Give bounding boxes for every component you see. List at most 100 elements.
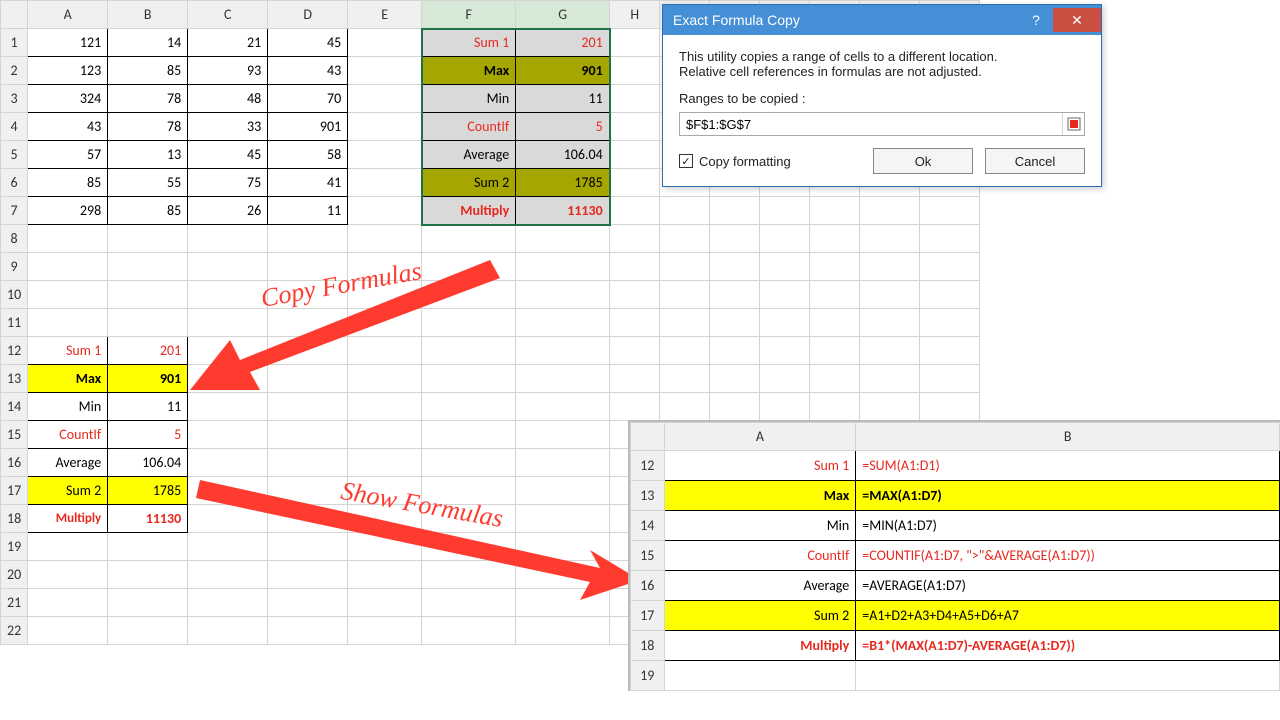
inset-col-B[interactable]: B [856, 423, 1280, 451]
cell-D4[interactable]: 901 [268, 113, 348, 141]
cell-B6[interactable]: 55 [108, 169, 188, 197]
cell-H8[interactable] [610, 225, 660, 253]
row-header-18[interactable]: 18 [1, 505, 28, 533]
cell-H12[interactable] [610, 337, 660, 365]
cell-L8[interactable] [810, 225, 860, 253]
cell-H14[interactable] [610, 393, 660, 421]
cell-C6[interactable]: 75 [188, 169, 268, 197]
row-header-11[interactable]: 11 [1, 309, 28, 337]
cell-B15[interactable]: 5 [108, 421, 188, 449]
col-header-C[interactable]: C [188, 1, 268, 29]
inset-row-19[interactable]: 19 [631, 661, 665, 691]
cell-E5[interactable] [348, 141, 422, 169]
cell-I8[interactable] [660, 225, 710, 253]
cell-G7[interactable]: 11130 [516, 197, 610, 225]
cell-I12[interactable] [660, 337, 710, 365]
cell-I9[interactable] [660, 253, 710, 281]
cell-D6[interactable]: 41 [268, 169, 348, 197]
row-header-16[interactable]: 16 [1, 449, 28, 477]
cell-N8[interactable] [920, 225, 980, 253]
cell-G10[interactable] [516, 281, 610, 309]
cell-L10[interactable] [810, 281, 860, 309]
cell-K14[interactable] [760, 393, 810, 421]
cell-N10[interactable] [920, 281, 980, 309]
inset-cell-A13[interactable]: Max [664, 481, 856, 511]
cell-H2[interactable] [610, 57, 660, 85]
cell-G9[interactable] [516, 253, 610, 281]
cell-A6[interactable]: 85 [28, 169, 108, 197]
cell-F15[interactable] [422, 421, 516, 449]
col-header-A[interactable]: A [28, 1, 108, 29]
row-header-3[interactable]: 3 [1, 85, 28, 113]
cell-C3[interactable]: 48 [188, 85, 268, 113]
select-all-corner[interactable] [1, 1, 28, 29]
cell-B22[interactable] [108, 617, 188, 645]
cell-K7[interactable] [760, 197, 810, 225]
row-header-21[interactable]: 21 [1, 589, 28, 617]
cell-N9[interactable] [920, 253, 980, 281]
cell-N13[interactable] [920, 365, 980, 393]
row-header-7[interactable]: 7 [1, 197, 28, 225]
inset-cell-A17[interactable]: Sum 2 [664, 601, 856, 631]
cell-D7[interactable]: 11 [268, 197, 348, 225]
cell-G13[interactable] [516, 365, 610, 393]
inset-row-18[interactable]: 18 [631, 631, 665, 661]
cell-H9[interactable] [610, 253, 660, 281]
cell-A9[interactable] [28, 253, 108, 281]
cell-H13[interactable] [610, 365, 660, 393]
cell-M10[interactable] [860, 281, 920, 309]
inset-cell-A16[interactable]: Average [664, 571, 856, 601]
cell-B4[interactable]: 78 [108, 113, 188, 141]
cell-G12[interactable] [516, 337, 610, 365]
inset-row-16[interactable]: 16 [631, 571, 665, 601]
row-header-10[interactable]: 10 [1, 281, 28, 309]
cell-E1[interactable] [348, 29, 422, 57]
cell-D2[interactable]: 43 [268, 57, 348, 85]
cell-H5[interactable] [610, 141, 660, 169]
cell-B1[interactable]: 14 [108, 29, 188, 57]
cell-H3[interactable] [610, 85, 660, 113]
cell-B2[interactable]: 85 [108, 57, 188, 85]
cell-L9[interactable] [810, 253, 860, 281]
inset-cell-B17[interactable]: =A1+D2+A3+D4+A5+D6+A7 [856, 601, 1280, 631]
cell-C22[interactable] [188, 617, 268, 645]
cell-G11[interactable] [516, 309, 610, 337]
cell-E2[interactable] [348, 57, 422, 85]
cell-F22[interactable] [422, 617, 516, 645]
cell-N7[interactable] [920, 197, 980, 225]
cell-C5[interactable]: 45 [188, 141, 268, 169]
cell-B16[interactable]: 106.04 [108, 449, 188, 477]
inset-cell-A18[interactable]: Multiply [664, 631, 856, 661]
cell-B20[interactable] [108, 561, 188, 589]
cell-K11[interactable] [760, 309, 810, 337]
cell-L11[interactable] [810, 309, 860, 337]
inset-cell-B12[interactable]: =SUM(A1:D1) [856, 451, 1280, 481]
cell-K10[interactable] [760, 281, 810, 309]
inset-cell-B14[interactable]: =MIN(A1:D7) [856, 511, 1280, 541]
inset-row-17[interactable]: 17 [631, 601, 665, 631]
cell-N12[interactable] [920, 337, 980, 365]
cell-E3[interactable] [348, 85, 422, 113]
cell-A21[interactable] [28, 589, 108, 617]
cell-B8[interactable] [108, 225, 188, 253]
cell-I13[interactable] [660, 365, 710, 393]
range-input[interactable] [680, 117, 1062, 132]
cell-H10[interactable] [610, 281, 660, 309]
cell-A15[interactable]: CountIf [28, 421, 108, 449]
inset-row-12[interactable]: 12 [631, 451, 665, 481]
cell-A13[interactable]: Max [28, 365, 108, 393]
row-header-17[interactable]: 17 [1, 477, 28, 505]
cell-E15[interactable] [348, 421, 422, 449]
inset-row-13[interactable]: 13 [631, 481, 665, 511]
cell-A14[interactable]: Min [28, 393, 108, 421]
cell-M11[interactable] [860, 309, 920, 337]
cell-N14[interactable] [920, 393, 980, 421]
cell-L7[interactable] [810, 197, 860, 225]
cell-I10[interactable] [660, 281, 710, 309]
row-header-5[interactable]: 5 [1, 141, 28, 169]
cell-A18[interactable]: Multiply [28, 505, 108, 533]
cell-H4[interactable] [610, 113, 660, 141]
inset-col-A[interactable]: A [664, 423, 856, 451]
copy-formatting-checkbox[interactable]: ✓ Copy formatting [679, 154, 861, 169]
formulas-spreadsheet[interactable]: AB12Sum 1=SUM(A1:D1)13Max=MAX(A1:D7)14Mi… [630, 422, 1280, 691]
